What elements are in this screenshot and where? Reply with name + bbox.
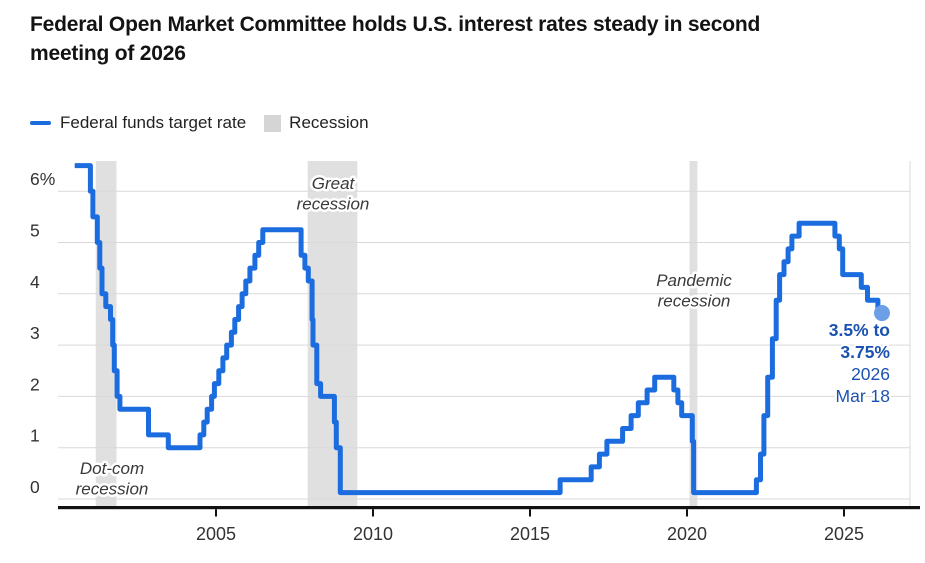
x-axis-label-2025: 2025 xyxy=(824,524,864,544)
annotation-pandemic-line1: Pandemic xyxy=(656,271,732,290)
y-axis-label-5: 5 xyxy=(30,221,40,241)
annotation-dotcom-line2: recession xyxy=(76,480,149,499)
y-axis-label-4: 4 xyxy=(30,272,40,292)
y-axis-label-0: 0 xyxy=(30,477,40,497)
x-axis-label-2020: 2020 xyxy=(667,524,707,544)
legend-item-rate: Federal funds target rate xyxy=(30,113,246,133)
legend-rate-label: Federal funds target rate xyxy=(60,113,247,132)
legend-item-recession: Recession xyxy=(264,113,369,133)
recession-swatch-icon xyxy=(264,114,282,132)
annotation-dotcom-line1: Dot-com xyxy=(80,459,144,478)
legend-recession-label: Recession xyxy=(289,113,369,132)
end-point-dot xyxy=(873,305,890,322)
recession-band-great xyxy=(307,161,358,506)
page-title: Federal Open Market Committee holds U.S.… xyxy=(30,13,761,65)
annotation-great-line1: Great xyxy=(312,174,356,193)
x-axis-baseline xyxy=(58,506,920,510)
x-axis-label-2005: 2005 xyxy=(196,524,236,544)
y-axis-label-1: 1 xyxy=(30,426,40,446)
end-label-line3: 2026 xyxy=(851,364,890,384)
end-label-line2: 3.75% xyxy=(840,342,890,362)
end-label-line4: Mar 18 xyxy=(836,386,890,406)
recession-band-pandemic xyxy=(689,161,698,506)
line-swatch-icon xyxy=(30,120,51,126)
y-axis-label-6%: 6% xyxy=(30,169,55,189)
annotation-pandemic-line2: recession xyxy=(658,292,731,311)
rate-step-line xyxy=(74,163,882,496)
x-axis-label-2010: 2010 xyxy=(353,524,393,544)
legend: Federal funds target rate Recession xyxy=(30,113,369,133)
end-label-line1: 3.5% to xyxy=(829,320,890,340)
annotation-great-line2: recession xyxy=(297,195,370,214)
x-axis-label-2015: 2015 xyxy=(510,524,550,544)
y-axis-label-3: 3 xyxy=(30,323,40,343)
y-axis-label-2: 2 xyxy=(30,374,40,394)
